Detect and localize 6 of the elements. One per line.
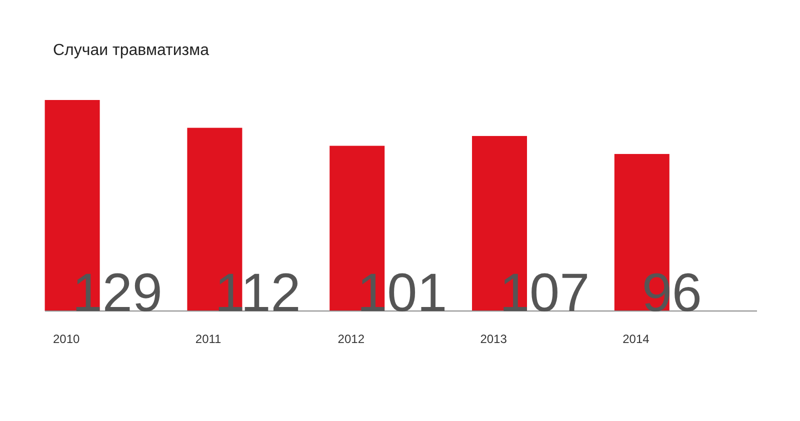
x-tick-label: 2014 [622, 332, 650, 346]
x-tick-label: 2013 [480, 332, 508, 346]
x-tick-label: 2010 [53, 332, 80, 346]
x-tick-label: 2012 [338, 332, 365, 346]
chart-title: Случаи травматизма [53, 42, 209, 60]
x-tick-label: 2011 [195, 332, 222, 346]
